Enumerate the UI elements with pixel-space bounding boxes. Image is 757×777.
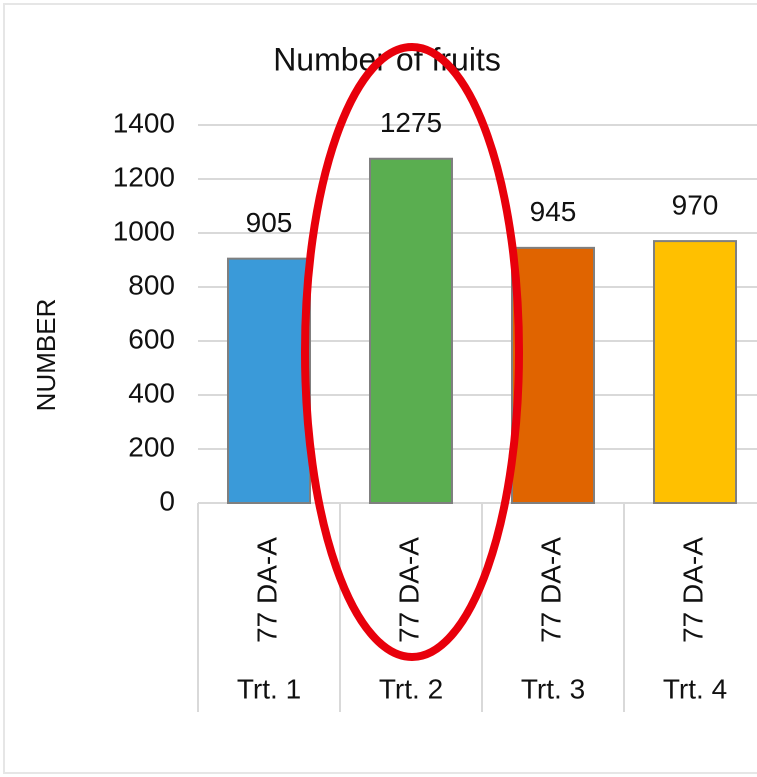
- y-tick-label: 800: [128, 269, 175, 300]
- plot: 0 200 400 600 800 1000 1200 1400 905 77 DA-A Trt. …: [113, 107, 757, 712]
- y-tick-label: 400: [128, 377, 175, 408]
- value-label: 945: [530, 196, 577, 227]
- x-subcategory-label: 77 DA-A: [535, 537, 566, 643]
- x-subcategory-label: 77 DA-A: [677, 537, 708, 643]
- y-tick-label: 1200: [113, 161, 175, 192]
- x-category-label: Trt. 1: [237, 673, 301, 704]
- value-label: 1275: [380, 107, 442, 138]
- value-label: 970: [672, 189, 719, 220]
- y-axis-label: NUMBER: [31, 299, 61, 412]
- x-category-label: Trt. 2: [379, 673, 443, 704]
- bar: [369, 157, 453, 504]
- x-subcategory-label: 77 DA-A: [393, 537, 424, 643]
- bar: [227, 257, 311, 504]
- bar: [511, 246, 595, 504]
- x-category-label: Trt. 4: [663, 673, 727, 704]
- bar: [653, 240, 737, 504]
- chart-frame: [3, 3, 757, 774]
- y-tick-label: 0: [159, 485, 175, 516]
- x-category-label: Trt. 3: [521, 673, 585, 704]
- y-tick-label: 1000: [113, 215, 175, 246]
- highlight-ellipse: [301, 43, 523, 661]
- value-label: 905: [246, 207, 293, 238]
- y-tick-label: 200: [128, 431, 175, 462]
- x-subcategory-label: 77 DA-A: [251, 537, 282, 643]
- y-tick-label: 600: [128, 323, 175, 354]
- y-tick-label: 1400: [113, 107, 175, 138]
